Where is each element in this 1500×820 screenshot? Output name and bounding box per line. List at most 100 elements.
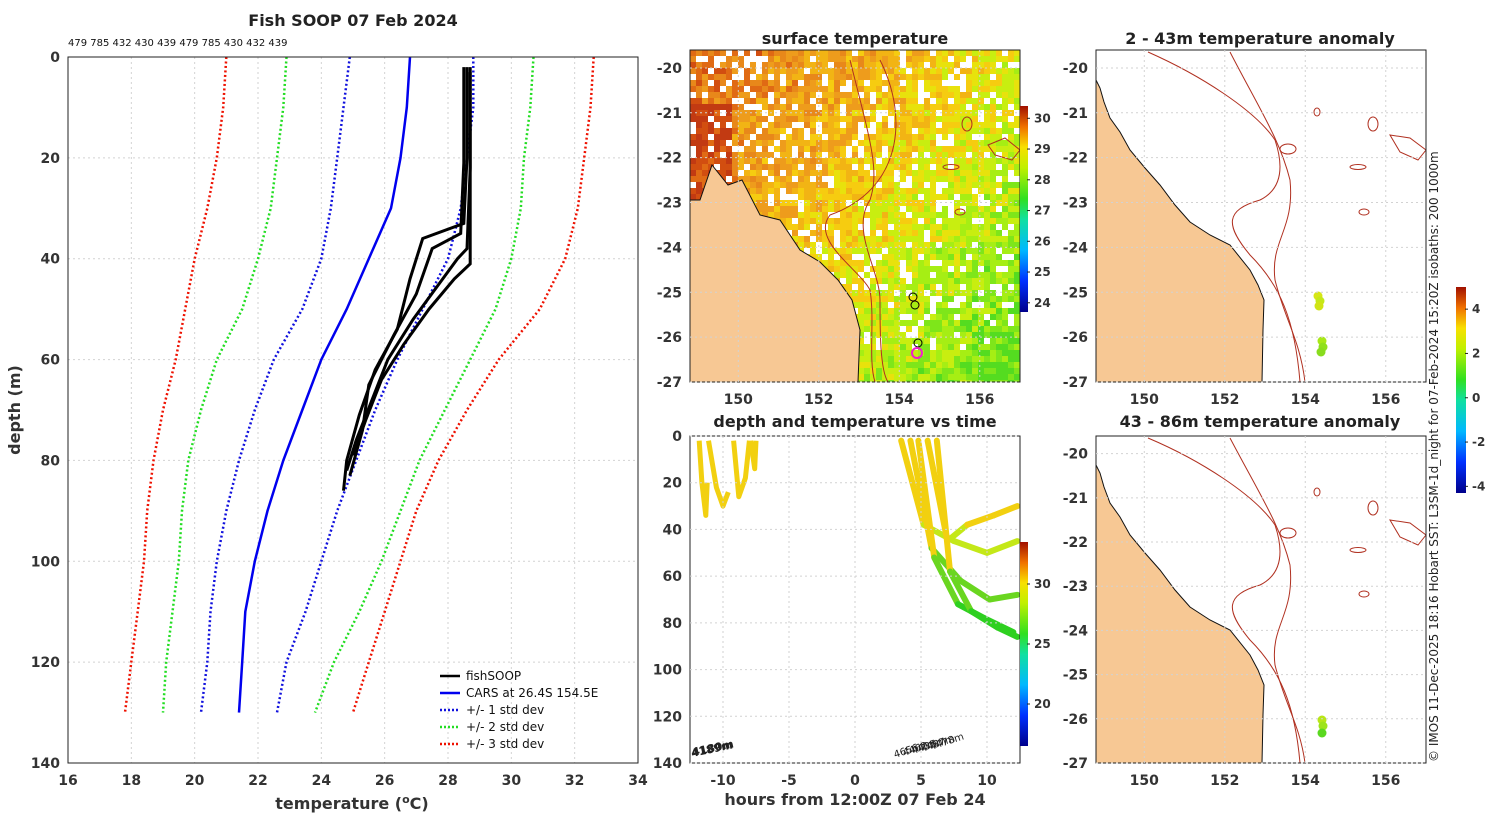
sst-pixel [924,308,930,314]
sst-pixel [876,242,882,248]
sst-pixel [882,230,888,236]
sst-pixel [1002,368,1008,374]
sst-pixel [978,206,984,212]
sst-pixel [996,86,1002,92]
sst-pixel [984,284,990,290]
sst-pixel [696,74,702,80]
sst-pixel [786,200,792,206]
sst-pixel [966,296,972,302]
sst-pixel [918,140,924,146]
sst-pixel [942,134,948,140]
sst-pixel [750,98,756,104]
sst-pixel [840,74,846,80]
sst-pixel [858,206,864,212]
sst-pixel [1014,188,1020,194]
sst-pixel [972,62,978,68]
sst-pixel [756,140,762,146]
dtt-track-right [947,568,975,615]
sst-pixel [984,50,990,56]
dtt-track-right [933,437,954,575]
sst-pixel [846,218,852,224]
sst-pixel [756,164,762,170]
sst-pixel [882,272,888,278]
sst-pixel [708,158,714,164]
sst-pixel [768,62,774,68]
map-xtick-label: 152 [1210,773,1239,789]
sst-pixel [990,68,996,74]
sst-pixel [972,350,978,356]
sst-pixel [978,242,984,248]
sst-pixel [924,302,930,308]
sst-pixel [930,374,936,380]
sst-pixel [876,188,882,194]
sst-pixel [954,86,960,92]
sst-pixel [744,68,750,74]
sst-pixel [906,356,912,362]
sst-pixel [978,380,984,382]
sst-pixel [918,134,924,140]
sst-pixel [936,320,942,326]
sst-pixel [870,140,876,146]
sst-pixel [1002,206,1008,212]
sst-pixel [780,68,786,74]
sst-pixel [966,320,972,326]
sst-pixel [954,248,960,254]
profile-ytick-label: 100 [31,554,60,570]
sst-pixel [948,314,954,320]
sst-pixel [1008,308,1014,314]
sst-pixel [1008,146,1014,152]
sst-pixel [732,92,738,98]
sst-reef-4 [987,137,1020,161]
sst-pixel [924,356,930,362]
sst-pixel [1014,230,1020,236]
sst-pixel [990,248,996,254]
sst-pixel [810,242,816,248]
sst-pixel [816,200,822,206]
sst-pixel [996,356,1002,362]
sst-pixel [852,248,858,254]
sst-pixel [870,56,876,62]
sst-pixel [696,110,702,116]
sst-pixel [762,188,768,194]
sst-pixel [984,146,990,152]
anom1-panel: 2 - 43m temperature anomaly 150 152 154 156… [1063,29,1427,408]
sst-pixel [1014,344,1020,350]
sst-pixel [834,176,840,182]
sst-pixel [840,194,846,200]
colorbar-tick-label: 25 [1034,265,1051,279]
sst-pixel [906,170,912,176]
sst-pixel [852,206,858,212]
sst-pixel [1008,206,1014,212]
sst-pixel [1002,296,1008,302]
sst-pixel [888,134,894,140]
sst-pixel [876,302,882,308]
sst-pixel [930,116,936,122]
sst-pixel [732,104,738,110]
sst-pixel [972,320,978,326]
sst-pixel [900,296,906,302]
sst-pixel [828,50,834,56]
sst-pixel [990,344,996,350]
sst-pixel [912,104,918,110]
map-ytick-label: -25 [657,285,682,301]
sst-pixel [852,212,858,218]
sst-pixel [858,326,864,332]
sst-pixel [732,116,738,122]
sst-pixel [720,62,726,68]
sst-pixel [900,218,906,224]
sst-pixel [852,134,858,140]
sst-pixel [960,326,966,332]
sst-pixel [948,374,954,380]
sst-pixel [936,170,942,176]
sst-pixel [774,68,780,74]
sst-pixel [918,146,924,152]
sst-pixel [900,350,906,356]
sst-pixel [828,224,834,230]
sst-pixel [996,308,1002,314]
sst-pixel [858,176,864,182]
sst-pixel [738,80,744,86]
sst-pixel [690,68,696,74]
sst-pixel [762,74,768,80]
sst-pixel [894,62,900,68]
sst-pixel [876,356,882,362]
